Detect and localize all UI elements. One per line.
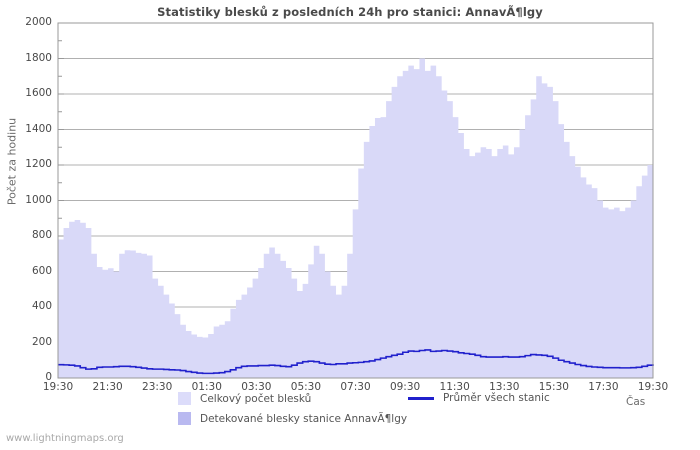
y-axis-tick-label: 1800 (25, 51, 52, 64)
x-axis-tick-label: 23:30 (142, 381, 173, 393)
y-axis-tick-label: 1400 (25, 122, 52, 135)
y-axis-tick-label: 0 (45, 371, 52, 383)
legend-item-total: Celkový počet blesků (178, 392, 311, 405)
legend-swatch-station (178, 412, 191, 425)
y-axis-tick-label: 400 (31, 300, 52, 312)
chart-title: Statistiky blesků z posledních 24h pro s… (157, 5, 543, 19)
y-axis-tick-label: 1600 (25, 87, 52, 99)
x-axis-tick-label: 11:30 (439, 381, 470, 393)
legend-item-average: Průměr všech stanic (408, 392, 550, 404)
line-series-average-all-stations (58, 349, 654, 375)
y-axis-tick-label: 1000 (25, 193, 52, 206)
x-axis-tick-label: 21:30 (92, 381, 123, 393)
y-axis-tick-label: 600 (31, 264, 52, 277)
x-axis-tick-label: 03:30 (241, 381, 272, 393)
x-axis-tick-label: 13:30 (489, 381, 520, 393)
x-axis-tick-label: 19:30 (637, 381, 669, 393)
legend-item-station: Detekované blesky stanice AnnavÃ¶lgy (178, 412, 407, 425)
chart-legend: Celkový počet blesků Detekované blesky s… (0, 390, 700, 430)
plot-frame (57, 22, 654, 379)
y-axis-tick-label: 2000 (25, 16, 52, 28)
legend-label-average: Průměr všech stanic (443, 392, 550, 404)
legend-swatch-total (178, 392, 191, 405)
x-axis-tick-label: 19:30 (42, 381, 74, 393)
x-axis-tick-label: 17:30 (588, 381, 619, 393)
x-axis-tick-label: 15:30 (538, 381, 569, 393)
x-axis-tick-label: 05:30 (290, 381, 322, 393)
x-axis-tick-label: 07:30 (340, 381, 371, 393)
y-axis-tick-label: 1200 (25, 158, 52, 170)
area-series-total-lightning (58, 58, 653, 378)
legend-line-average (408, 396, 434, 400)
footer-url: www.lightningmaps.org (6, 433, 124, 444)
legend-label-total: Celkový počet blesků (200, 392, 312, 405)
x-axis-tick-label: 09:30 (389, 381, 421, 393)
y-axis-tick-label: 800 (31, 229, 52, 241)
y-axis-tick-label: 200 (31, 335, 52, 348)
x-axis-tick-label: 01:30 (191, 381, 222, 393)
legend-label-station: Detekované blesky stanice AnnavÃ¶lgy (200, 412, 408, 425)
x-axis-title: Čas (626, 396, 646, 408)
